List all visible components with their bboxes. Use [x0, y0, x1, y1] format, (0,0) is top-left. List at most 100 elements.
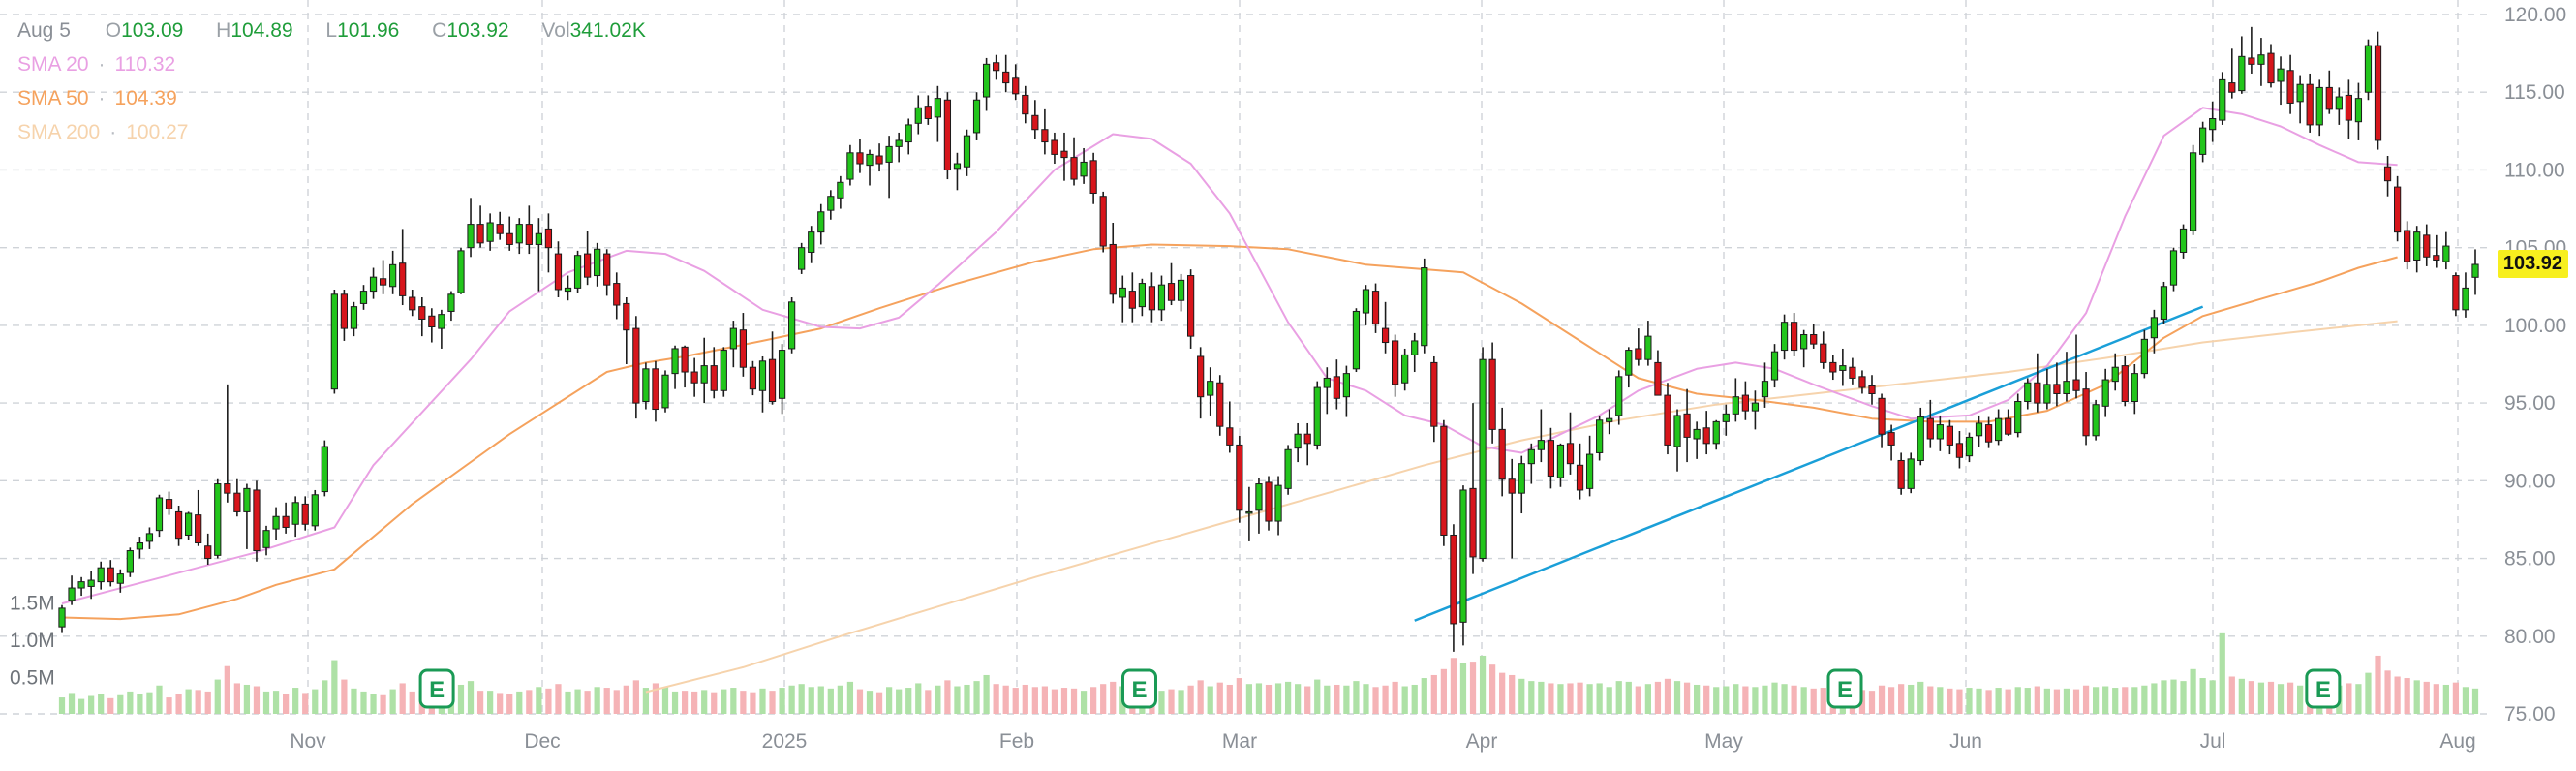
candle-body	[126, 550, 134, 573]
candle	[1148, 272, 1156, 323]
candle	[1099, 191, 1107, 253]
candle-body	[1537, 440, 1545, 450]
volume-tick-label: 0.5M	[10, 667, 55, 690]
volume-bar	[2219, 632, 2225, 714]
candle	[2277, 56, 2285, 106]
earnings-letter: E	[1131, 677, 1147, 703]
candle	[1128, 272, 1136, 323]
candle	[1080, 147, 1088, 184]
candle	[1878, 393, 1886, 448]
volume-bar	[808, 687, 814, 714]
candle	[788, 297, 796, 354]
candle	[2296, 75, 2304, 124]
volume-bar	[721, 689, 727, 714]
candle-body	[573, 255, 582, 289]
earnings-icon[interactable]: E	[2305, 668, 2342, 709]
volume-bar	[730, 688, 737, 714]
candle	[623, 297, 630, 364]
candle-body	[1479, 358, 1487, 560]
volume-bar	[1236, 678, 1242, 714]
candle	[1712, 419, 1720, 450]
candle-body	[846, 152, 854, 180]
candle	[2393, 175, 2402, 242]
candle-body	[1421, 267, 1428, 347]
volume-bar	[1538, 681, 1545, 714]
candle-body	[174, 510, 183, 540]
volume-bar	[2365, 672, 2372, 714]
volume-bar	[1947, 688, 1953, 714]
volume-bar	[1216, 682, 1223, 714]
candle-body	[885, 145, 893, 163]
candle-body	[837, 181, 844, 199]
candle	[2364, 39, 2373, 101]
earnings-icon[interactable]: E	[1121, 668, 1157, 709]
volume-bar	[788, 685, 795, 714]
volume-bar	[1430, 674, 1437, 714]
candle-body	[1216, 382, 1224, 427]
candle	[97, 561, 105, 590]
earnings-icon[interactable]: E	[1826, 668, 1863, 709]
candle-body	[1829, 361, 1837, 373]
candle-body	[1294, 433, 1302, 449]
candle	[379, 260, 387, 294]
volume-bar	[506, 694, 513, 714]
volume-bar	[2297, 685, 2304, 714]
candle	[1186, 269, 1195, 349]
candle-body	[1488, 358, 1496, 430]
earnings-icon[interactable]: E	[418, 668, 455, 709]
candle-body	[1693, 428, 1701, 440]
candle-body	[1148, 286, 1156, 311]
trendline[interactable]	[1414, 305, 2204, 622]
candle	[2150, 309, 2159, 354]
candle-body	[856, 152, 864, 165]
candle	[1236, 435, 1243, 523]
volume-bar	[1635, 686, 1641, 714]
candle-body	[535, 232, 542, 245]
candle-body	[1022, 94, 1029, 115]
candle-body	[2345, 94, 2352, 121]
y-tick-label: 110.00	[2504, 159, 2565, 181]
candle-body	[1722, 413, 1730, 422]
volume-bar	[1615, 681, 1622, 714]
volume-bar	[1528, 681, 1535, 714]
candle	[700, 337, 708, 404]
candle-body	[1450, 534, 1457, 625]
candle	[340, 289, 349, 341]
candle	[827, 190, 835, 220]
candle	[1303, 422, 1311, 466]
candle	[1887, 424, 1895, 461]
candle	[564, 275, 572, 301]
candle-body	[1820, 343, 1827, 363]
volume-bar	[2404, 678, 2410, 714]
candle-body	[2257, 54, 2265, 65]
volume-bar	[2209, 680, 2216, 714]
candle-body	[895, 139, 903, 147]
candle-body	[2101, 379, 2109, 407]
candle-body	[1606, 417, 1613, 422]
volume-bar	[68, 693, 76, 714]
volume-bar	[1450, 658, 1457, 714]
volume-bar	[1479, 655, 1487, 714]
candle	[573, 250, 582, 293]
volume-bar	[1742, 686, 1749, 714]
volume-bar	[2151, 683, 2158, 714]
candle-body	[1119, 287, 1126, 298]
candle-body	[2053, 384, 2061, 394]
volume-bar	[77, 698, 85, 714]
candle	[1060, 132, 1068, 181]
volume-bar	[195, 690, 201, 714]
x-tick-label: Feb	[999, 730, 1034, 753]
volume-bar	[1353, 681, 1360, 714]
candle	[1946, 419, 1954, 455]
volume-bar	[1820, 688, 1826, 714]
candle	[798, 242, 806, 274]
candle-body	[136, 542, 144, 550]
candle	[2209, 101, 2217, 142]
candle	[1673, 409, 1681, 472]
candle	[185, 511, 193, 540]
volume-bar	[2267, 681, 2275, 714]
volume-bar	[574, 689, 581, 714]
volume-bar	[2053, 689, 2061, 714]
